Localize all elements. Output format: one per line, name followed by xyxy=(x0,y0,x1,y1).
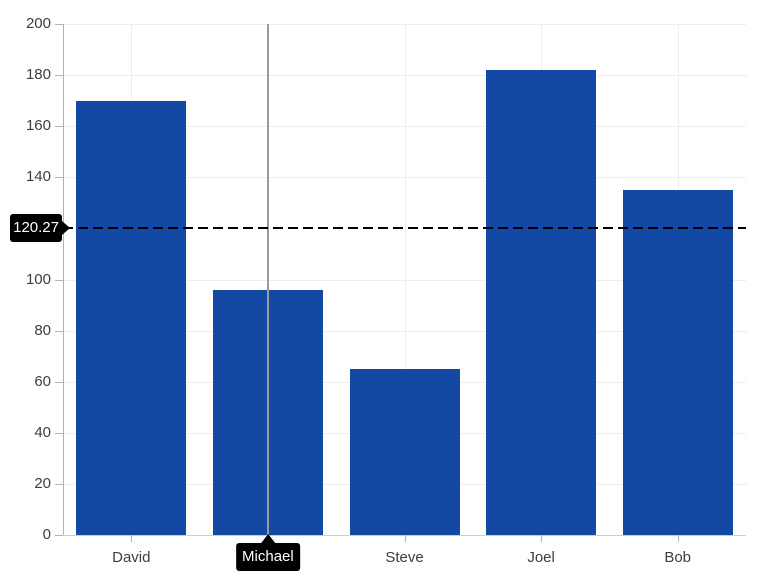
y-axis-line xyxy=(63,24,64,535)
y-tick-label: 140 xyxy=(25,168,51,186)
y-axis-tick xyxy=(55,381,63,383)
bar-david[interactable] xyxy=(76,100,187,535)
y-axis-tick xyxy=(55,279,63,281)
y-tick-label: 20 xyxy=(34,474,51,492)
x-axis-tick xyxy=(131,535,133,542)
x-tick-label-bob: Bob xyxy=(664,549,692,566)
y-tick-label: 40 xyxy=(34,423,51,441)
crosshair-tooltip-text: Michael xyxy=(242,548,294,565)
callout-arrow-right-icon xyxy=(62,220,70,235)
bar-steve[interactable] xyxy=(349,368,460,535)
reference-line-value: 120.27 xyxy=(13,218,59,236)
y-axis-tick xyxy=(55,330,63,332)
bar-bob[interactable] xyxy=(622,190,733,535)
callout-arrow-up-icon xyxy=(260,534,275,543)
y-axis-tick xyxy=(55,535,63,536)
y-tick-label: 200 xyxy=(25,15,51,32)
x-axis-tick xyxy=(541,535,543,542)
y-tick-label: 0 xyxy=(42,526,51,543)
x-axis-tick xyxy=(677,535,679,542)
y-tick-label: 100 xyxy=(25,270,51,288)
x-axis-tick xyxy=(404,535,406,542)
y-axis-tick xyxy=(55,432,63,434)
y-tick-label: 60 xyxy=(34,372,51,390)
y-axis-tick xyxy=(55,483,63,485)
x-gridline xyxy=(404,24,406,535)
y-axis-tick xyxy=(55,126,63,128)
reference-line xyxy=(63,226,746,229)
reference-line-label: 120.27 xyxy=(10,213,70,242)
bar-joel[interactable] xyxy=(486,69,597,535)
y-tick-label: 80 xyxy=(34,321,51,339)
x-tick-label-david: David xyxy=(112,549,151,566)
crosshair-tooltip: Michael xyxy=(236,534,300,571)
x-tick-label-steve: Steve xyxy=(385,549,424,566)
y-tick-label: 160 xyxy=(25,117,51,135)
y-axis-tick xyxy=(55,177,63,179)
x-tick-label-joel: Joel xyxy=(527,549,555,566)
y-axis-tick xyxy=(55,24,63,25)
y-tick-label: 180 xyxy=(25,66,51,84)
crosshair-line xyxy=(266,24,269,535)
y-axis-tick xyxy=(55,75,63,77)
